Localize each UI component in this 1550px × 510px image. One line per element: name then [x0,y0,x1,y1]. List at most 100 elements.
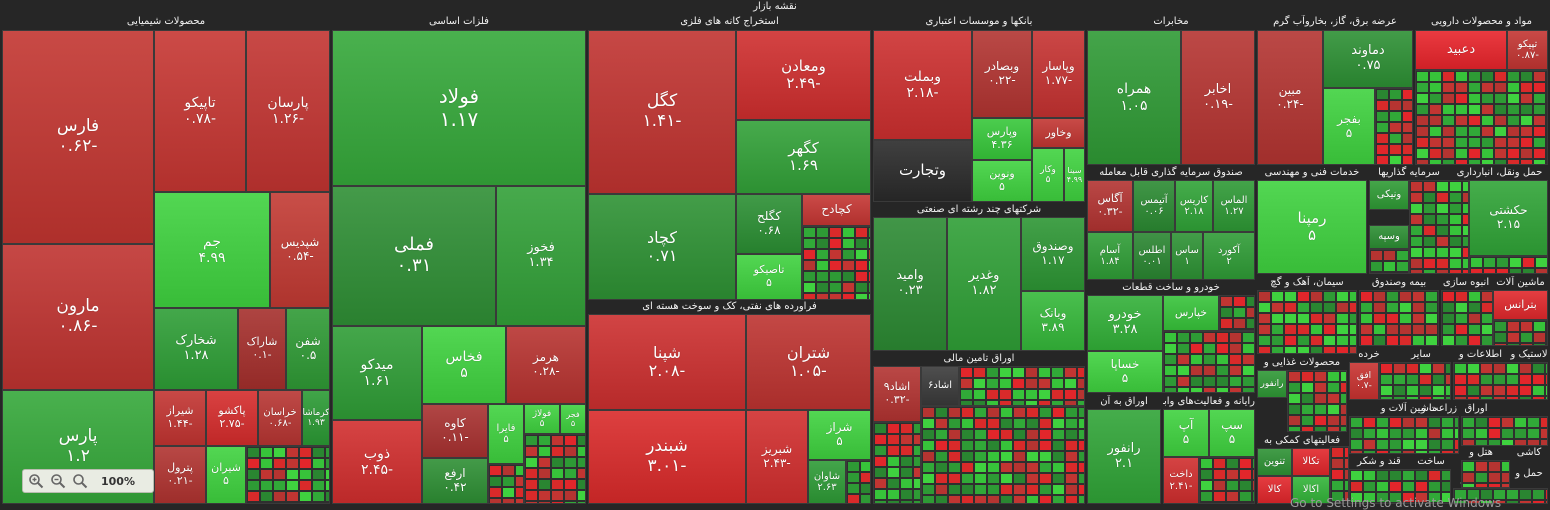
mini-stock-cell[interactable] [1013,495,1026,503]
mini-stock-cell[interactable] [1462,258,1468,269]
mini-stock-cell[interactable] [1501,417,1514,428]
mini-stock-cell[interactable] [1310,313,1323,324]
stock-tile[interactable]: کاریس ۲.۱۸ [1175,180,1213,232]
mini-stock-cell[interactable] [1389,111,1402,122]
mini-stock-cell[interactable] [1436,269,1449,273]
mini-stock-cell[interactable] [961,484,974,495]
mini-stock-cell[interactable] [260,491,273,502]
mini-stock-cell[interactable] [1533,137,1546,148]
mini-stock-cell[interactable] [855,260,868,271]
mini-stock-cell[interactable] [1376,122,1389,133]
mini-stock-cell[interactable] [1039,407,1052,418]
mini-stock-cell[interactable] [1415,428,1428,439]
mini-stock-cell[interactable] [847,461,860,472]
mini-stock-cell[interactable] [1078,451,1084,462]
mini-stock-cell[interactable] [1468,126,1481,137]
mini-stock-cell[interactable] [1455,115,1468,126]
mini-stock-cell[interactable] [1229,343,1242,354]
mini-stock-cell[interactable] [1506,385,1519,396]
mini-stock-cell[interactable] [1284,291,1297,302]
mini-stock-cell[interactable] [1507,104,1520,115]
mini-stock-cell[interactable] [1213,491,1226,502]
mini-stock-cell[interactable] [1288,426,1301,431]
mini-stock-cell[interactable] [1233,318,1246,329]
mini-stock-cell[interactable] [1233,296,1246,307]
mini-stock-cell[interactable] [816,227,829,238]
mini-stock-cell[interactable] [1065,484,1078,495]
mini-stock-cell[interactable] [948,484,961,495]
mini-stock-cell[interactable] [1399,302,1412,313]
mini-stock-cell[interactable] [1425,324,1438,335]
mini-stock-cell[interactable] [1360,302,1373,313]
mini-stock-cell[interactable] [1000,484,1013,495]
mini-stock-cell[interactable] [551,446,564,457]
mini-stock-cell[interactable] [1363,450,1376,453]
mini-stock-cell[interactable] [525,446,538,457]
mini-stock-cell[interactable] [1164,387,1177,392]
mini-stock-cell[interactable] [1271,346,1284,353]
mini-stock-cell[interactable] [1442,104,1455,115]
mini-stock-cell[interactable] [1509,268,1522,273]
mini-stock-cell[interactable] [1242,354,1254,365]
small-tile-cluster[interactable] [1219,295,1255,331]
mini-stock-cell[interactable] [1078,462,1084,473]
mini-stock-cell[interactable] [1242,387,1254,392]
mini-stock-cell[interactable] [1462,428,1475,439]
mini-stock-cell[interactable] [1389,481,1402,492]
small-tile-cluster[interactable] [873,422,921,504]
mini-stock-cell[interactable] [1545,363,1547,374]
mini-stock-cell[interactable] [1399,324,1412,335]
mini-stock-cell[interactable] [1393,374,1406,385]
mini-stock-cell[interactable] [1216,343,1229,354]
mini-stock-cell[interactable] [1239,458,1252,469]
mini-stock-cell[interactable] [1475,483,1488,487]
mini-stock-cell[interactable] [935,429,948,440]
stock-tile[interactable]: وتجارت [873,140,972,202]
mini-stock-cell[interactable] [551,457,564,468]
mini-stock-cell[interactable] [973,367,986,378]
mini-stock-cell[interactable] [1546,104,1547,115]
mini-stock-cell[interactable] [1252,502,1254,503]
mini-stock-cell[interactable] [948,418,961,429]
mini-stock-cell[interactable] [1025,389,1038,400]
mini-stock-cell[interactable] [325,480,329,491]
mini-stock-cell[interactable] [1026,429,1039,440]
mini-stock-cell[interactable] [1350,450,1363,453]
mini-stock-cell[interactable] [1226,480,1239,491]
mini-stock-cell[interactable] [1220,307,1233,318]
mini-stock-cell[interactable] [1340,393,1346,404]
mini-stock-cell[interactable] [868,238,870,249]
mini-stock-cell[interactable] [855,238,868,249]
mini-stock-cell[interactable] [1026,462,1039,473]
mini-stock-cell[interactable] [1323,324,1336,335]
mini-stock-cell[interactable] [1402,481,1415,492]
mini-stock-cell[interactable] [1455,104,1468,115]
mini-stock-cell[interactable] [1475,472,1488,483]
mini-stock-cell[interactable] [1493,363,1506,374]
mini-stock-cell[interactable] [1436,214,1449,225]
mini-stock-cell[interactable] [1349,346,1356,353]
mini-stock-cell[interactable] [842,227,855,238]
mini-stock-cell[interactable] [1429,137,1442,148]
mini-stock-cell[interactable] [935,484,948,495]
stock-tile[interactable]: افق -۰.۷ [1349,362,1379,400]
mini-stock-cell[interactable] [987,451,1000,462]
mini-stock-cell[interactable] [1271,302,1284,313]
mini-stock-cell[interactable] [1410,269,1423,273]
mini-stock-cell[interactable] [973,389,986,400]
mini-stock-cell[interactable] [1376,439,1389,450]
mini-stock-cell[interactable] [855,249,868,260]
mini-stock-cell[interactable] [273,480,286,491]
mini-stock-cell[interactable] [860,483,870,494]
mini-stock-cell[interactable] [1441,450,1454,453]
mini-stock-cell[interactable] [1442,71,1455,82]
mini-stock-cell[interactable] [1323,302,1336,313]
mini-stock-cell[interactable] [1493,489,1506,500]
mini-stock-cell[interactable] [935,418,948,429]
mini-stock-cell[interactable] [900,434,913,445]
mini-stock-cell[interactable] [1436,181,1449,192]
mini-stock-cell[interactable] [1284,302,1297,313]
mini-stock-cell[interactable] [1494,104,1507,115]
mini-stock-cell[interactable] [1467,363,1480,374]
mini-stock-cell[interactable] [1258,313,1271,324]
